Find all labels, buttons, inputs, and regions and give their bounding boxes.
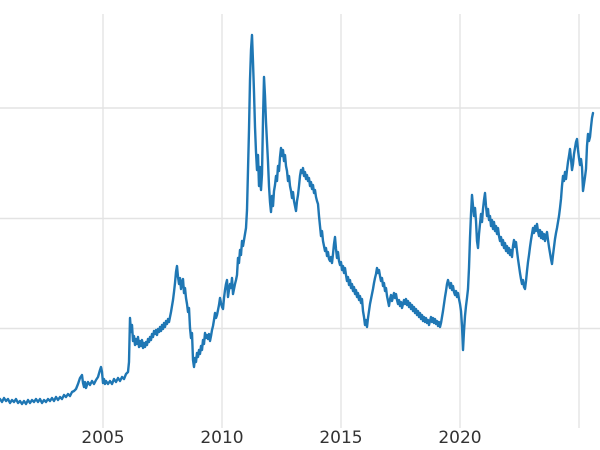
price-line-series — [0, 33, 595, 406]
vertical-gridlines — [102, 14, 580, 428]
x-tick-label: 2005 — [81, 428, 124, 448]
horizontal-gridlines — [0, 107, 600, 330]
x-tick-label: 2020 — [438, 428, 481, 448]
x-tick-label: 2015 — [319, 428, 362, 448]
x-axis-tick-labels: 2005 2010 2015 2020 — [81, 428, 481, 448]
x-tick-label: 2010 — [200, 428, 243, 448]
